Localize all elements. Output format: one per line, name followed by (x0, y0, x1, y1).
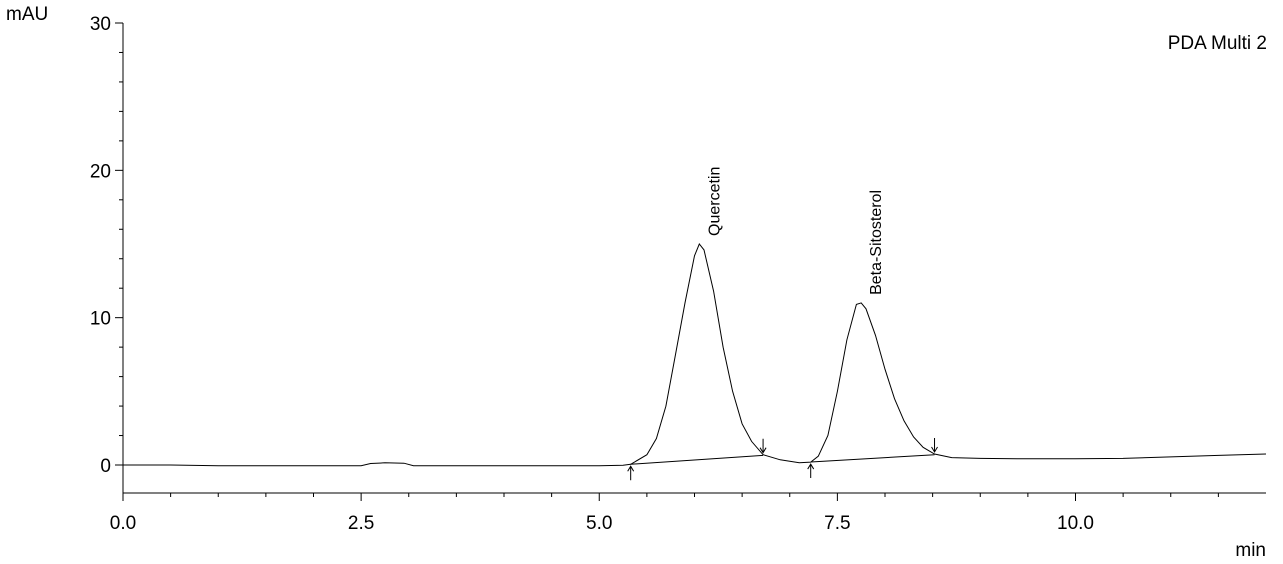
x-tick-label: 2.5 (348, 513, 374, 534)
peak-end-marker (931, 437, 938, 453)
ticks: 0 10 20 30 0.0 2.5 5.0 7.5 10.0 (90, 14, 1219, 534)
legend-label: PDA Multi 2 (1168, 33, 1267, 54)
x-tick-label: 7.5 (824, 513, 850, 534)
y-axis-unit: mAU (6, 4, 48, 25)
baselines (630, 454, 935, 465)
y-tick-label: 0 (100, 456, 111, 477)
y-tick-label: 30 (90, 14, 111, 35)
x-axis-unit: min (1235, 540, 1266, 561)
peak-label: Beta-Sitosterol (868, 190, 885, 295)
peak-baseline (630, 454, 764, 465)
peak-markers (627, 437, 938, 481)
y-tick-label: 20 (90, 161, 111, 182)
peak-baseline (810, 454, 935, 463)
x-tick-label: 5.0 (586, 513, 612, 534)
x-tick-label: 0.0 (110, 513, 136, 534)
peak-end-marker (759, 438, 767, 454)
chromatogram-trace (123, 243, 1267, 467)
x-tick-label: 10.0 (1057, 513, 1094, 534)
peak-labels: Quercetin Beta-Sitosterol (706, 167, 885, 295)
peak-start-marker (807, 463, 815, 479)
y-tick-label: 10 (90, 309, 111, 330)
peak-label: Quercetin (706, 167, 723, 236)
peak-start-marker (627, 465, 635, 481)
